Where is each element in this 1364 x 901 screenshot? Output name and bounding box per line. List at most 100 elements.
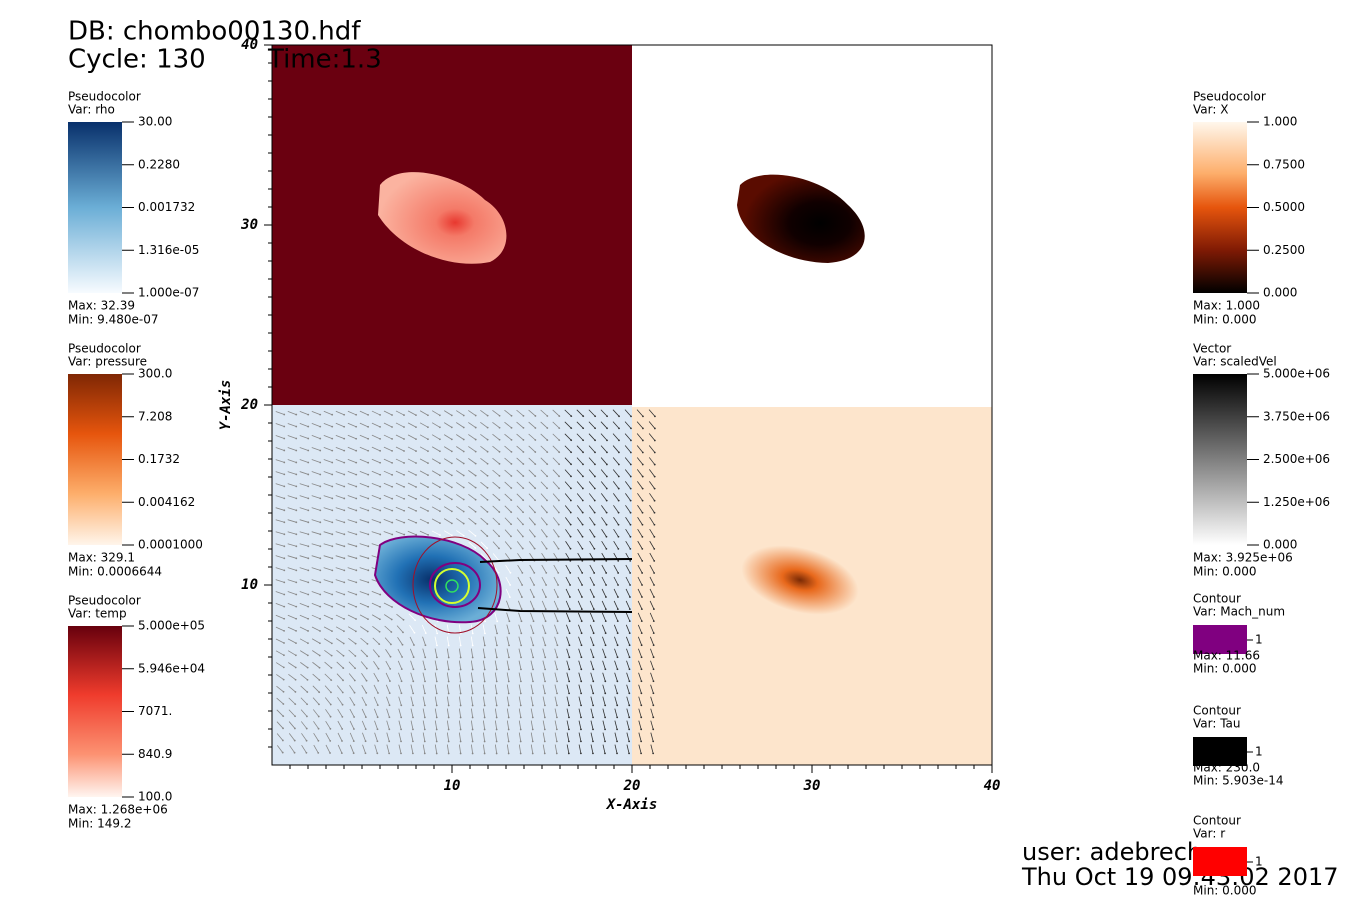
- vector-head: [307, 521, 310, 524]
- vector: [386, 744, 390, 754]
- vector-head: [532, 668, 534, 671]
- vector-head: [319, 473, 322, 476]
- vector: [323, 543, 333, 547]
- vector-head: [653, 499, 656, 502]
- vector: [492, 433, 500, 441]
- vector: [468, 434, 476, 440]
- vector: [625, 612, 631, 622]
- vector: [287, 603, 297, 607]
- vector-head: [546, 475, 549, 478]
- y-tick-label: 20: [240, 397, 258, 413]
- vector-head: [305, 739, 308, 742]
- vector: [337, 744, 343, 754]
- vector: [397, 660, 403, 670]
- vector: [299, 483, 309, 487]
- legend-kind: Pseudocolor: [68, 90, 141, 104]
- vector: [299, 507, 309, 511]
- vector: [614, 744, 618, 754]
- colorbar-label: 0.1732: [138, 452, 180, 466]
- vector: [337, 732, 343, 742]
- vector-head: [641, 511, 644, 514]
- vector: [554, 708, 558, 718]
- vector-head: [580, 704, 582, 707]
- vector: [518, 660, 522, 670]
- vector-head: [534, 499, 536, 502]
- vector-head: [546, 499, 548, 502]
- colorbar-label: 100.0: [138, 790, 172, 804]
- vector-head: [367, 449, 370, 452]
- vector: [494, 624, 498, 634]
- vector: [335, 519, 345, 523]
- vector-head: [508, 620, 511, 623]
- vector: [504, 421, 512, 429]
- vector-head: [486, 426, 489, 429]
- vector: [335, 459, 345, 463]
- vector-head: [570, 451, 573, 454]
- vector: [541, 541, 547, 549]
- vector: [530, 648, 534, 658]
- vector-head: [331, 437, 334, 440]
- vector-head: [496, 620, 499, 623]
- vector: [601, 517, 607, 525]
- vector: [505, 576, 511, 586]
- vector: [288, 709, 296, 717]
- vector-head: [507, 680, 510, 683]
- vector: [323, 507, 333, 511]
- vector-head: [317, 739, 320, 742]
- vector-head: [447, 740, 450, 743]
- vector-head: [413, 644, 415, 646]
- vector-head: [558, 451, 561, 454]
- vector: [299, 579, 309, 583]
- vector-head: [355, 437, 358, 440]
- vector: [566, 624, 570, 634]
- vector: [650, 708, 654, 718]
- vector: [456, 446, 464, 452]
- vector: [529, 564, 535, 574]
- vector: [590, 684, 594, 694]
- vector: [347, 602, 357, 608]
- vector: [410, 720, 414, 730]
- vector-head: [652, 632, 655, 635]
- vector: [528, 469, 536, 477]
- vector-head: [510, 426, 513, 429]
- colorbar-label: 0.001732: [138, 200, 195, 214]
- vector-head: [436, 644, 438, 647]
- vector-head: [447, 668, 450, 671]
- vector: [421, 624, 427, 634]
- vector: [347, 507, 357, 511]
- vector: [311, 435, 321, 439]
- vector-head: [640, 692, 643, 695]
- vector: [625, 505, 631, 513]
- vector-head: [438, 414, 441, 417]
- vector: [299, 435, 309, 439]
- vector-head: [319, 557, 322, 560]
- vector-head: [283, 629, 285, 632]
- vector-head: [391, 426, 393, 428]
- vector-head: [367, 545, 370, 548]
- vector-head: [343, 425, 346, 428]
- vector-head: [555, 728, 558, 731]
- vector-head: [295, 593, 298, 596]
- vector: [602, 720, 606, 730]
- colorbar-label: 0.5000: [1263, 200, 1305, 214]
- vector-head: [329, 715, 332, 718]
- vector: [371, 482, 381, 488]
- vector: [492, 517, 500, 525]
- vector-head: [367, 437, 370, 440]
- vector: [540, 481, 548, 489]
- vector-head: [474, 426, 477, 429]
- vector-head: [376, 716, 379, 719]
- vector-head: [617, 572, 620, 574]
- vector: [600, 493, 608, 501]
- vector: [506, 660, 510, 670]
- vector: [552, 409, 560, 417]
- vector: [566, 744, 570, 754]
- vector-head: [435, 704, 438, 707]
- x-tick-label: 40: [984, 778, 1001, 794]
- vector-head: [534, 463, 537, 465]
- vector-head: [435, 692, 438, 695]
- vector-head: [283, 413, 286, 416]
- vector: [566, 672, 570, 682]
- vector-head: [343, 545, 346, 548]
- vector: [528, 493, 536, 501]
